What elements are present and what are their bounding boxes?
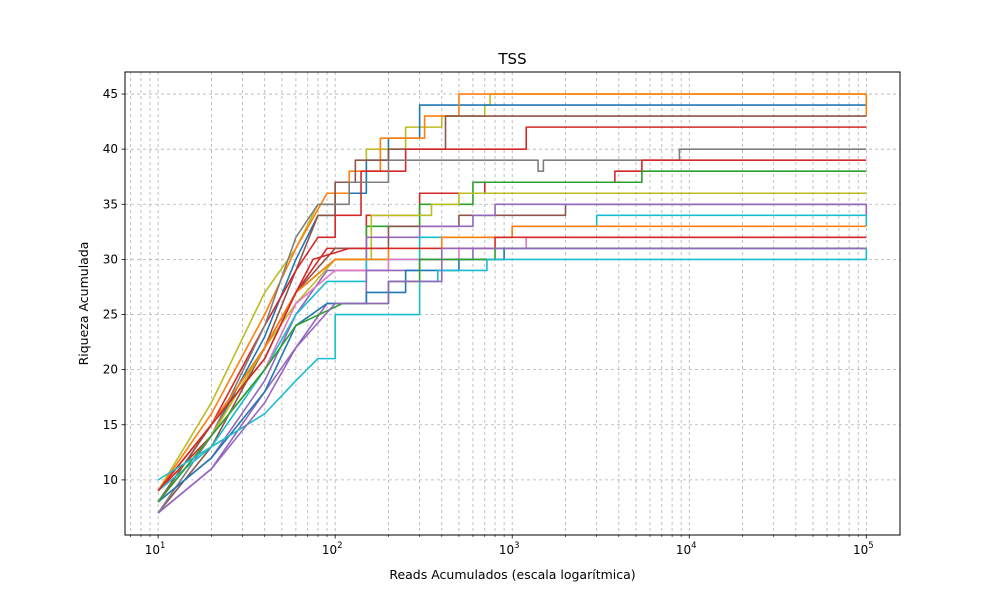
y-tick-label: 45: [103, 87, 118, 101]
x-axis-label: Reads Acumulados (escala logarítmica): [389, 567, 635, 582]
y-tick-label: 10: [103, 473, 118, 487]
series-line: [157, 247, 867, 514]
x-tick-label: 101: [145, 541, 166, 557]
series-line: [157, 104, 867, 503]
series-line: [157, 126, 867, 492]
x-tick-label: 104: [676, 541, 697, 557]
x-tick-label: 102: [322, 541, 343, 557]
y-tick-label: 20: [103, 363, 118, 377]
y-tick-label: 15: [103, 418, 118, 432]
y-axis-label: Riqueza Acumulada: [76, 242, 91, 366]
series-line: [157, 236, 867, 492]
grid-layer: [125, 72, 900, 535]
y-tick-label: 40: [103, 142, 118, 156]
series-line: [157, 248, 868, 481]
series-layer: [157, 93, 868, 514]
y-tick-label: 25: [103, 308, 118, 322]
tick-layer: 101 102 103 104 105 10 15 20 25 30 35 40 45: [103, 87, 874, 557]
chart-title: TSS: [497, 50, 526, 68]
series-line: [157, 247, 867, 514]
y-tick-label: 35: [103, 197, 118, 211]
y-tick-label: 30: [103, 252, 118, 266]
x-tick-label: 103: [499, 541, 520, 557]
x-tick-label: 105: [853, 541, 874, 557]
